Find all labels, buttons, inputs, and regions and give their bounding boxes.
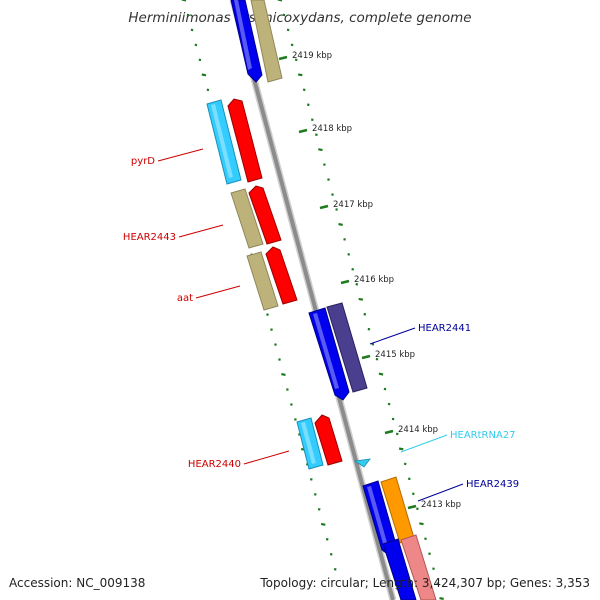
gene-hear2441-forward[interactable] bbox=[308, 307, 350, 401]
tick-mark bbox=[432, 567, 435, 570]
tick-mark bbox=[363, 312, 367, 316]
tick-mark bbox=[294, 418, 297, 421]
tick-mark bbox=[274, 343, 277, 346]
tick-mark bbox=[317, 508, 321, 511]
tick-mark bbox=[398, 447, 404, 451]
tick-mark bbox=[419, 522, 424, 526]
label-leader-line bbox=[178, 224, 224, 238]
tick-mark bbox=[194, 43, 198, 47]
major-tick bbox=[278, 55, 288, 61]
label-leader-line bbox=[400, 434, 448, 453]
tick-mark bbox=[338, 222, 343, 226]
major-tick bbox=[319, 204, 329, 210]
tick-mark bbox=[190, 28, 194, 32]
gene-aat-cds[interactable] bbox=[246, 251, 279, 311]
gene-hear2443-cds[interactable] bbox=[230, 188, 264, 249]
tick-mark bbox=[201, 73, 207, 77]
tick-labels: 2419 kbp 2418 kbp 2417 kbp 2416 kbp 2415 kbp… bbox=[278, 51, 461, 510]
map-title: Herminiimonas arsenicoxydans, complete g… bbox=[128, 10, 472, 26]
gene-label-pyrd[interactable]: pyrD bbox=[131, 156, 155, 167]
gene-bottom-forward[interactable] bbox=[382, 538, 417, 600]
major-tick bbox=[407, 504, 417, 510]
gene-hear2443-reverse[interactable] bbox=[248, 185, 282, 245]
tick-mark bbox=[278, 358, 281, 361]
gene-top-khaki[interactable] bbox=[250, 0, 283, 83]
tick-label: 2417 kbp bbox=[333, 200, 373, 210]
tick-label: 2418 kbp bbox=[312, 124, 352, 134]
gene-hear2441-dark[interactable] bbox=[326, 302, 368, 393]
tick-mark bbox=[327, 178, 330, 181]
tick-mark bbox=[387, 402, 391, 406]
label-leader-line bbox=[157, 148, 204, 162]
tick-mark bbox=[375, 357, 379, 361]
gene-label-heartrna27[interactable]: HEARtRNA27 bbox=[450, 430, 516, 441]
label-leader-line bbox=[195, 285, 241, 299]
tick-mark bbox=[331, 193, 334, 196]
gene-top-forward[interactable] bbox=[230, 0, 263, 83]
topology-summary: Topology: circular; Length: 3,424,307 bp… bbox=[260, 576, 590, 590]
gene-pyrd-reverse[interactable] bbox=[227, 98, 263, 183]
tick-mark bbox=[306, 103, 310, 107]
gene-label-aat[interactable]: aat bbox=[177, 293, 193, 304]
tick-mark bbox=[439, 597, 444, 600]
major-tick bbox=[361, 354, 371, 360]
major-tick bbox=[298, 128, 308, 134]
trna-marker[interactable] bbox=[353, 458, 371, 468]
major-tick bbox=[384, 429, 394, 435]
gene-pyrd-cds[interactable] bbox=[206, 99, 242, 185]
gene-hear2440-cds[interactable] bbox=[296, 417, 324, 470]
gene-label-hear2443[interactable]: HEAR2443 bbox=[123, 232, 176, 243]
major-tick bbox=[340, 279, 350, 285]
tick-mark bbox=[281, 373, 286, 376]
tick-mark bbox=[378, 372, 384, 376]
gene-hear2440-reverse[interactable] bbox=[314, 414, 343, 466]
accession-text: Accession: NC_009138 bbox=[9, 576, 146, 590]
backbone bbox=[229, 0, 397, 600]
tick-mark bbox=[383, 387, 387, 391]
tick-mark bbox=[294, 58, 298, 62]
label-leader-line bbox=[243, 450, 290, 465]
tick-label: 2413 kbp bbox=[421, 500, 461, 510]
tick-mark bbox=[282, 13, 286, 17]
tick-mark bbox=[358, 297, 364, 301]
gene-label-hear2440[interactable]: HEAR2440 bbox=[188, 459, 241, 470]
tick-label: 2416 kbp bbox=[354, 275, 394, 285]
label-leader-line bbox=[417, 483, 464, 502]
tick-mark bbox=[318, 148, 323, 152]
tick-mark bbox=[407, 477, 411, 481]
gene-aat-reverse[interactable] bbox=[265, 246, 298, 305]
label-leader-line bbox=[369, 327, 416, 345]
gene-label-hear2441[interactable]: HEAR2441 bbox=[418, 323, 471, 334]
gene-bottom-pink[interactable] bbox=[400, 534, 437, 600]
gene-labels: pyrD HEAR2443 aat HEAR2441 HEAR2440 HEARtRNA2… bbox=[123, 148, 519, 502]
tick-mark bbox=[297, 73, 303, 77]
tick-label: 2415 kbp bbox=[375, 350, 415, 360]
gene-label-hear2439[interactable]: HEAR2439 bbox=[466, 479, 519, 490]
tick-mark bbox=[395, 432, 399, 436]
tick-label: 2414 kbp bbox=[398, 425, 438, 435]
tick-label: 2419 kbp bbox=[292, 51, 332, 61]
tick-mark bbox=[320, 522, 326, 526]
tick-mark bbox=[351, 268, 355, 271]
